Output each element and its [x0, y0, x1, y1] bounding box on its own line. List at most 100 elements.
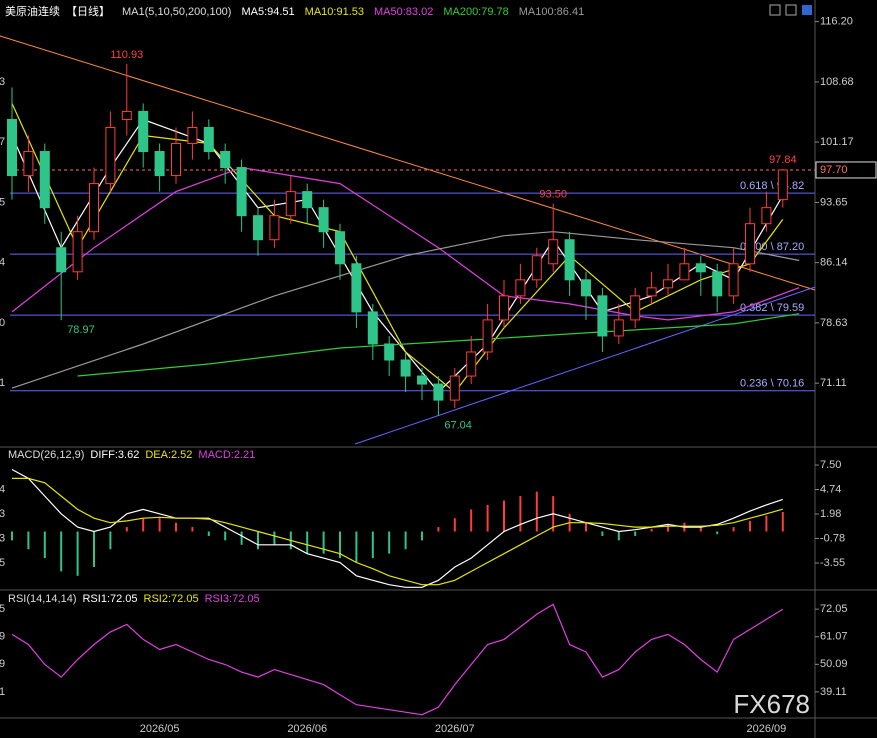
cut-tick-label: 5 — [0, 603, 5, 615]
macd-bar — [503, 500, 505, 532]
candle-body — [712, 271, 723, 297]
macd-bar — [125, 527, 128, 532]
candle-body — [531, 255, 542, 281]
macd-bar — [486, 504, 489, 532]
y-tick-label: 50.09 — [820, 658, 848, 670]
cut-tick-label: 3 — [0, 532, 5, 544]
icon[interactable] — [769, 4, 781, 16]
candle-body — [187, 126, 198, 145]
cut-tick-label: 3 — [0, 76, 5, 88]
ma-line — [11, 118, 784, 393]
candle-body — [220, 151, 231, 169]
ma-line — [11, 231, 800, 389]
macd-bar — [76, 531, 79, 576]
macd-bar — [339, 531, 341, 559]
y-tick-label: 7.50 — [820, 459, 841, 471]
candle-body — [23, 151, 34, 177]
candle-body — [663, 279, 673, 289]
cut-tick-label: 9 — [0, 658, 5, 670]
candle-body — [7, 118, 17, 177]
y-tick-label: 4.74 — [820, 483, 841, 495]
x-tick-label: 2026/05 — [140, 723, 180, 735]
watermark: FX678 — [733, 689, 810, 719]
macd-bar — [306, 531, 309, 554]
ma-line — [77, 313, 800, 377]
candle-body — [335, 231, 345, 265]
legend-label: DIFF:3.62 — [90, 449, 139, 461]
icon[interactable] — [802, 5, 812, 15]
candle-body — [630, 295, 641, 321]
cut-tick-label: 4 — [0, 257, 5, 269]
cut-tick-label: 1 — [0, 686, 5, 698]
macd-bar — [257, 531, 259, 550]
candle-body — [499, 295, 509, 321]
candle-body — [105, 126, 116, 185]
candle-body — [89, 183, 99, 233]
macd-bar — [470, 509, 473, 532]
candle-body — [515, 279, 526, 297]
candle-body — [728, 263, 739, 297]
macd-bar — [617, 531, 620, 541]
candle-body — [482, 319, 493, 353]
period: 【日线】 — [66, 4, 110, 18]
y-tick-label: 101.17 — [820, 136, 854, 148]
y-tick-label: 72.05 — [820, 603, 848, 615]
candle-body — [761, 207, 772, 225]
legend-label: RSI3:72.05 — [205, 593, 260, 605]
macd-bar — [207, 531, 210, 536]
trend-line — [0, 35, 816, 291]
legend-label: MACD:2.21 — [198, 449, 255, 461]
low-label: 67.04 — [444, 420, 472, 432]
macd-bar — [650, 528, 653, 532]
macd-bar — [142, 518, 145, 532]
y-tick-label: 93.65 — [820, 196, 848, 208]
y-tick-label: 1.98 — [820, 508, 841, 520]
ma-line — [11, 103, 784, 393]
macd-bar — [175, 522, 177, 532]
high-label: 93.50 — [539, 189, 567, 201]
candle-body — [203, 126, 214, 153]
candle-body — [302, 191, 313, 209]
candle-body — [745, 223, 755, 265]
last-price-label: 97.70 — [820, 164, 848, 176]
macd-bar — [27, 531, 30, 550]
toolbar-icons[interactable] — [769, 4, 812, 16]
x-tick-label: 2026/07 — [435, 723, 475, 735]
legend-label: RSI2:72.05 — [144, 593, 199, 605]
macd-bar — [781, 511, 784, 532]
candle-body — [72, 231, 83, 273]
macd-bar — [388, 531, 391, 554]
macd-bar — [93, 531, 95, 567]
candle-body — [400, 359, 411, 377]
y-tick-label: -0.78 — [820, 532, 845, 544]
macd-bar — [716, 531, 719, 535]
high-label: 97.84 — [769, 154, 797, 166]
macd-bar — [749, 520, 751, 532]
fib-label: 0.500 \ 87.20 — [740, 241, 804, 253]
icon[interactable] — [785, 4, 797, 16]
candle-body — [39, 151, 50, 209]
chart-title: 美原油连续 — [5, 4, 60, 18]
y-tick-label: 39.11 — [820, 686, 847, 698]
macd-bar — [765, 515, 768, 532]
fib-label: 0.618 \ 94.82 — [740, 180, 804, 192]
macd-bar — [371, 531, 374, 559]
candle-body — [695, 263, 706, 273]
candle-body — [56, 247, 67, 273]
candle-body — [253, 215, 263, 241]
cut-tick-label: 4 — [0, 483, 5, 495]
fib-label: 0.236 \ 70.16 — [740, 378, 804, 390]
cut-tick-label: 1 — [0, 377, 5, 389]
candle-body — [269, 215, 280, 241]
candle-body — [121, 110, 132, 120]
indicator-label: MA1(5,10,50,200,100) — [122, 6, 231, 18]
candle-body — [449, 375, 460, 401]
y-tick-label: -3.55 — [820, 557, 845, 569]
candle-body — [384, 343, 395, 361]
candle-body — [285, 191, 296, 217]
macd-bar — [634, 531, 637, 536]
candle-body — [613, 319, 624, 337]
cut-tick-label: 9 — [0, 631, 5, 643]
legend-label: RSI(14,14,14) — [8, 593, 76, 605]
